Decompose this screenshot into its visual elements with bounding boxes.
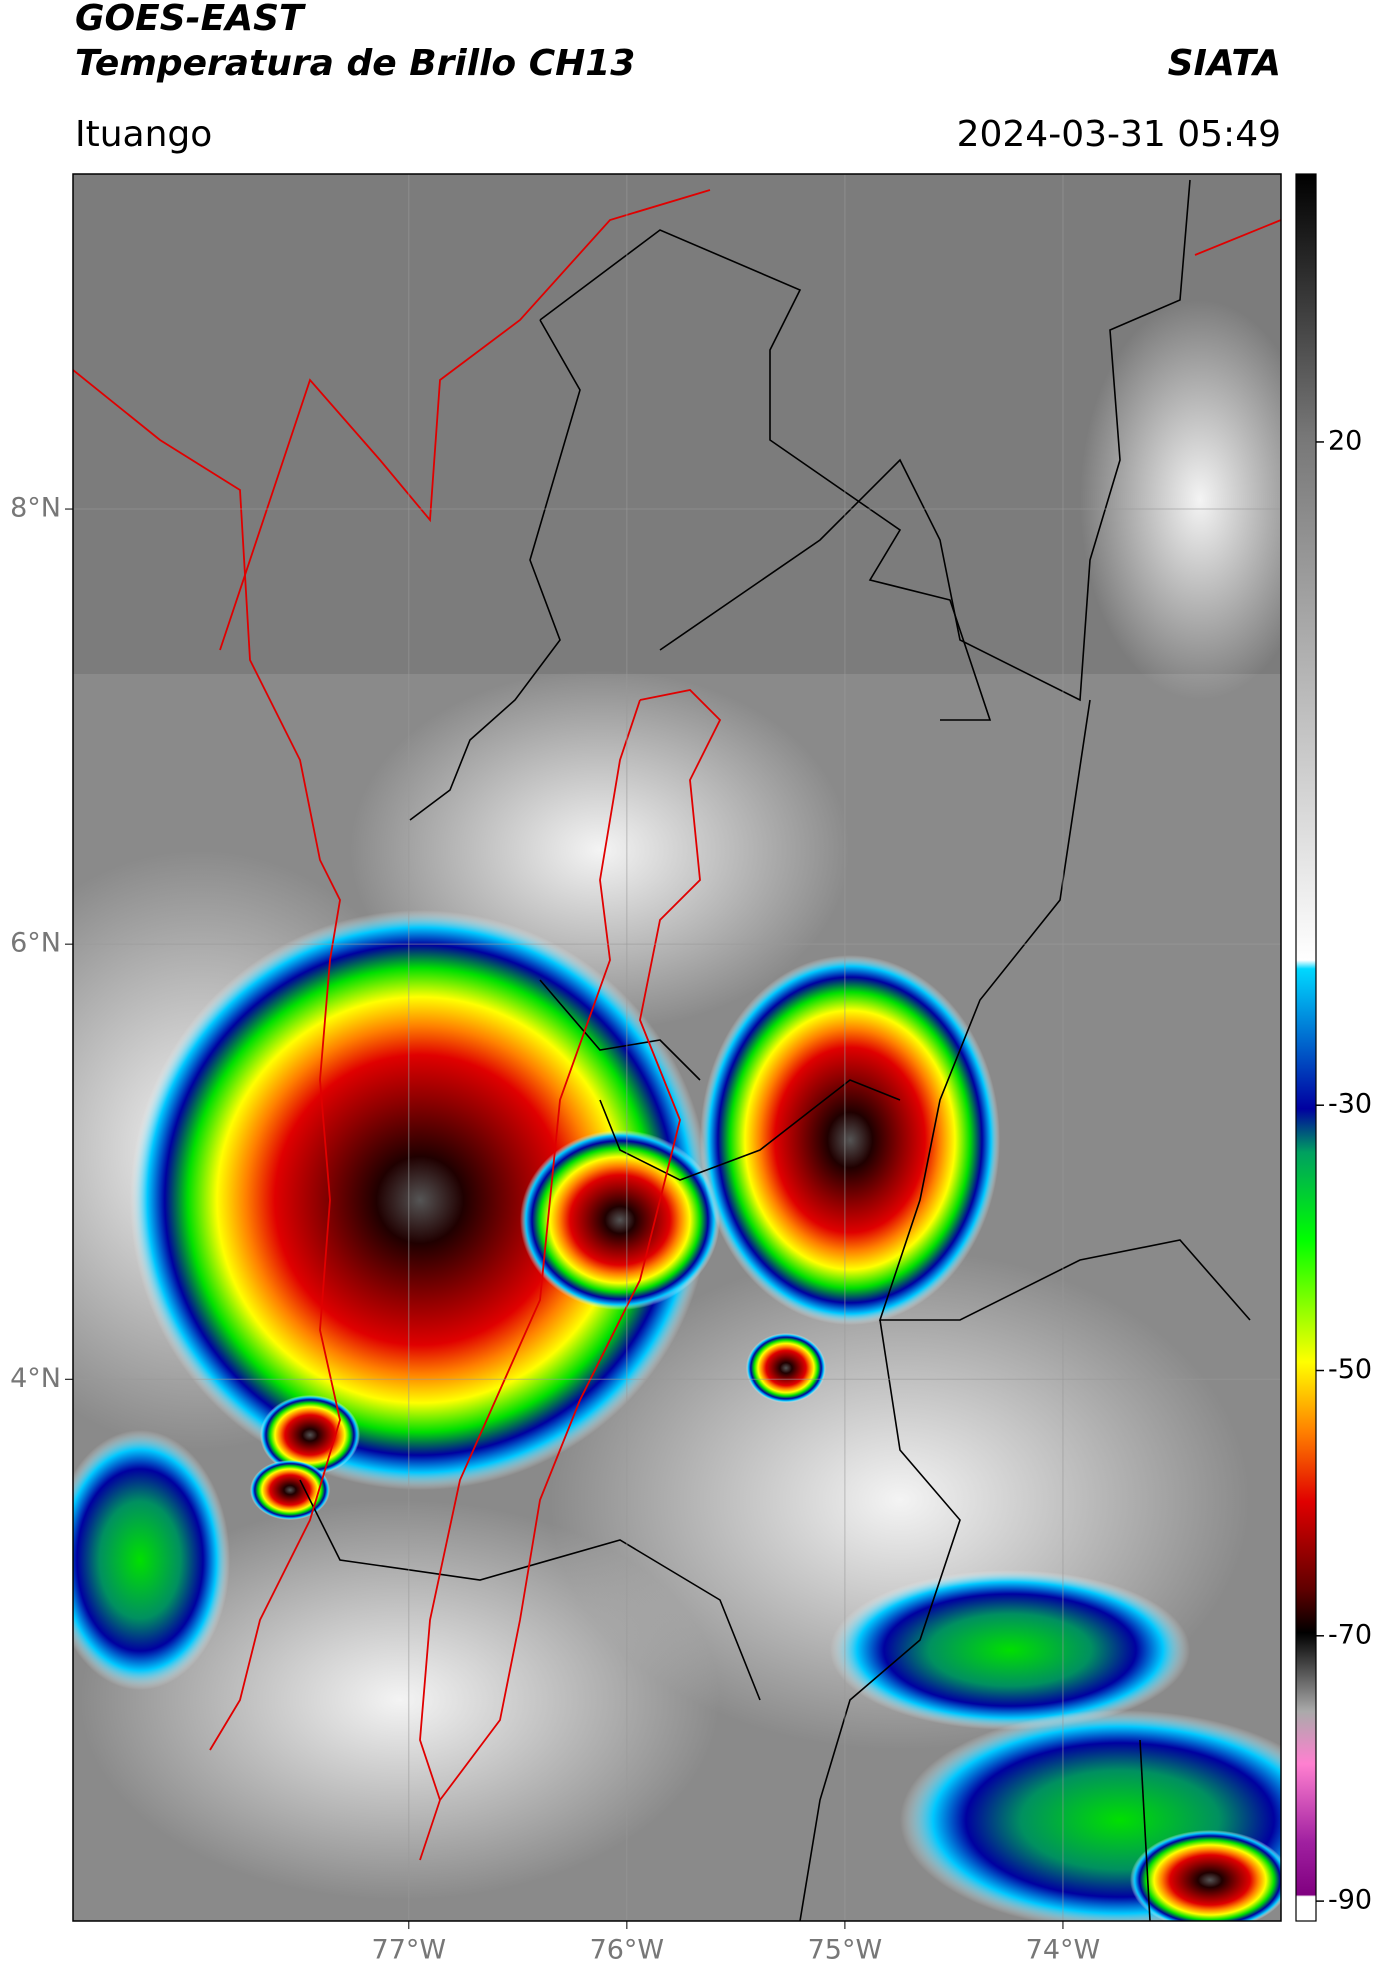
date: 2024-03-31 05:49 (957, 114, 1281, 155)
x-tick-label: 75°W (808, 1935, 883, 1966)
colorbar-tick-label: -70 (1328, 1619, 1372, 1650)
subtitle: Temperatura de Brillo CH13 (75, 43, 635, 84)
satellite-image (73, 174, 1281, 1921)
map-frame (72, 173, 1282, 1922)
x-tick-label: 77°W (372, 1935, 447, 1966)
x-tick-label: 76°W (590, 1935, 665, 1966)
colorbar-tick-label: -30 (1328, 1089, 1372, 1120)
colorbar (1295, 173, 1317, 1922)
grid (73, 174, 1281, 1921)
colorbar-tick-label: 20 (1328, 425, 1362, 456)
colorbar-tick-label: -50 (1328, 1354, 1372, 1385)
colorbar-tick-label: -90 (1328, 1885, 1372, 1916)
title: GOES-EAST (75, 0, 306, 39)
y-tick-label: 4°N (10, 1363, 61, 1394)
x-tick-label: 74°W (1026, 1935, 1101, 1966)
y-tick-label: 8°N (10, 493, 61, 524)
source: SIATA (1168, 43, 1281, 84)
location: Ituango (75, 114, 212, 155)
y-tick-label: 6°N (10, 928, 61, 959)
